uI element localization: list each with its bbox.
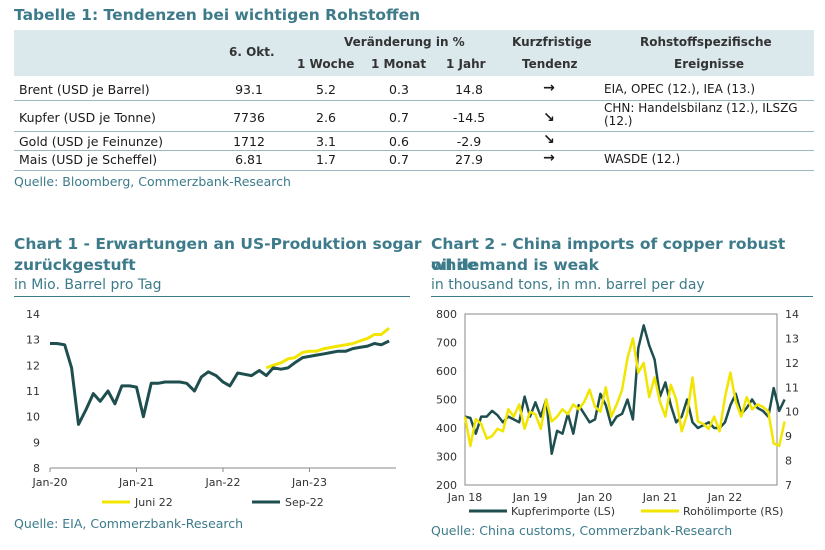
- chart1-y-tick-label: 9: [33, 436, 40, 449]
- chart2-y-right-tick-label: 9: [785, 430, 792, 443]
- chart2-title-line1: Chart 2 - China imports of copper robust…: [431, 235, 786, 274]
- row-year: -14.5: [452, 110, 486, 125]
- chart2-series-line: [463, 337, 786, 448]
- row-name: Mais (USD je Scheffel): [19, 152, 158, 167]
- row-month: 0.7: [389, 152, 409, 167]
- row-name: Brent (USD je Barrel): [19, 82, 150, 97]
- chart1-x-tick-label: Jan-23: [291, 476, 327, 489]
- commodity-table: 6. Okt. Veränderung in % 1 Woche 1 Monat…: [14, 30, 814, 173]
- chart1-x-tick-label: Jan-21: [118, 476, 154, 489]
- header-change-group: Veränderung in %: [344, 35, 465, 49]
- chart2-legend-label: Kupferimporte (LS): [511, 505, 615, 518]
- row-divider: [14, 131, 814, 132]
- chart2-y-right-tick-label: 13: [785, 332, 799, 345]
- row-week: 3.1: [316, 134, 336, 149]
- chart2-plot-frame: [464, 313, 778, 486]
- chart1-title-line2: zurückgestuft: [14, 256, 136, 274]
- header-trend-line2: Tendenz: [522, 57, 578, 71]
- chart2-y-left-tick-label: 200: [436, 479, 457, 492]
- chart1-series-line: [265, 326, 391, 370]
- row-events: CHN: Handelsbilanz (12.), ILSZG (12.): [604, 101, 798, 128]
- chart2-rule: [431, 296, 813, 297]
- row-year: -2.9: [456, 134, 482, 149]
- row-price: 1712: [233, 134, 265, 149]
- row-price: 6.81: [235, 152, 263, 167]
- chart2-y-left-tick-label: 300: [436, 451, 457, 464]
- chart2-y-right-tick-label: 14: [785, 308, 799, 321]
- chart1-source: Quelle: EIA, Commerzbank-Research: [14, 516, 244, 531]
- trend-arrow-icon: ↘: [543, 110, 555, 126]
- chart2-series-line: [464, 324, 786, 455]
- chart2-subtitle: in thousand tons, in mn. barrel per day: [431, 277, 705, 293]
- chart1-rule: [14, 296, 410, 297]
- chart2-x-tick-label: Jan 18: [447, 491, 482, 504]
- chart1-series-line: [50, 339, 390, 426]
- row-events: WASDE (12.): [604, 152, 681, 166]
- row-month: 0.7: [389, 110, 409, 125]
- chart2-y-right-tick-label: 10: [785, 406, 799, 419]
- chart1-y-tick-label: 13: [26, 334, 40, 347]
- row-divider: [14, 150, 814, 151]
- chart2-y-left-tick-label: 700: [436, 337, 457, 350]
- chart1-title-line1: Chart 1 - Erwartungen an US-Produktion s…: [14, 235, 422, 253]
- row-divider: [14, 100, 814, 101]
- row-events: EIA, OPEC (12.), IEA (13.): [604, 82, 756, 96]
- table-source: Quelle: Bloomberg, Commerzbank-Research: [14, 174, 291, 189]
- chart2-plot: 200 300 400 500 600 700 800 7 8 9 10 11 12 13 14 Jan 18…: [436, 308, 799, 518]
- header-trend-line1: Kurzfristige: [512, 35, 592, 49]
- row-divider: [14, 170, 814, 171]
- chart1-legend-label: Juni 22: [134, 496, 173, 509]
- header-month: 1 Monat: [371, 57, 427, 71]
- chart2-x-tick-label: Jan 22: [707, 491, 742, 504]
- chart1-legend-label: Sep-22: [285, 496, 324, 509]
- chart1-x-tick-label: Jan-22: [205, 476, 241, 489]
- chart2-y-right-tick-label: 7: [785, 479, 792, 492]
- chart2-x-tick-label: Jan 21: [642, 491, 677, 504]
- chart1-y-tick-label: 8: [33, 462, 40, 475]
- row-name: Gold (USD je Feinunze): [19, 134, 163, 149]
- chart2-y-left-tick-label: 800: [436, 308, 457, 321]
- chart1-x-tick-label: Jan-20: [32, 476, 68, 489]
- chart2-y-right-tick-label: 8: [785, 455, 792, 468]
- chart2-legend-label: Rohölimporte (RS): [683, 505, 783, 518]
- table-header-band: [14, 30, 814, 76]
- chart2-y-left-tick-label: 400: [436, 422, 457, 435]
- header-date: 6. Okt.: [229, 45, 275, 59]
- trend-arrow-icon: →: [543, 80, 555, 96]
- header-year: 1 Jahr: [446, 57, 486, 71]
- row-name: Kupfer (USD je Tonne): [19, 110, 156, 125]
- row-week: 5.2: [316, 82, 336, 97]
- chart1-y-tick-label: 10: [26, 411, 40, 424]
- row-week: 1.7: [316, 152, 336, 167]
- table-title: Tabelle 1: Tendenzen bei wichtigen Rohst…: [14, 6, 421, 24]
- header-events-line1: Rohstoffspezifische: [640, 35, 772, 49]
- row-year: 27.9: [455, 152, 483, 167]
- chart2-x-tick-label: Jan 19: [512, 491, 547, 504]
- chart1-y-tick-label: 14: [26, 308, 40, 321]
- chart1-subtitle: in Mio. Barrel pro Tag: [14, 277, 162, 293]
- chart2-source: Quelle: China customs, Commerzbank-Resea…: [431, 523, 733, 538]
- chart1-plot: 8 9 10 11 12 13 14 Jan-20 Jan-21 Jan-22 Jan-23 Juni…: [26, 308, 396, 509]
- trend-arrow-icon: →: [543, 150, 555, 166]
- chart2-title-line2: oil demand is weak: [431, 256, 599, 274]
- chart2-y-right-tick-label: 12: [785, 357, 799, 370]
- header-week: 1 Woche: [297, 57, 355, 71]
- chart2-y-right-tick-label: 11: [785, 381, 799, 394]
- chart2-y-left-tick-label: 600: [436, 365, 457, 378]
- row-month: 0.6: [389, 134, 409, 149]
- row-year: 14.8: [455, 82, 483, 97]
- row-week: 2.6: [316, 110, 336, 125]
- row-price: 93.1: [235, 82, 263, 97]
- header-events-line2: Ereignisse: [674, 57, 745, 71]
- chart1-y-tick-label: 12: [26, 359, 40, 372]
- row-price: 7736: [233, 110, 265, 125]
- chart2-y-left-tick-label: 500: [436, 394, 457, 407]
- row-month: 0.3: [389, 82, 409, 97]
- chart1-y-tick-label: 11: [26, 385, 40, 398]
- trend-arrow-icon: ↘: [543, 132, 555, 148]
- chart2-x-tick-label: Jan 20: [577, 491, 612, 504]
